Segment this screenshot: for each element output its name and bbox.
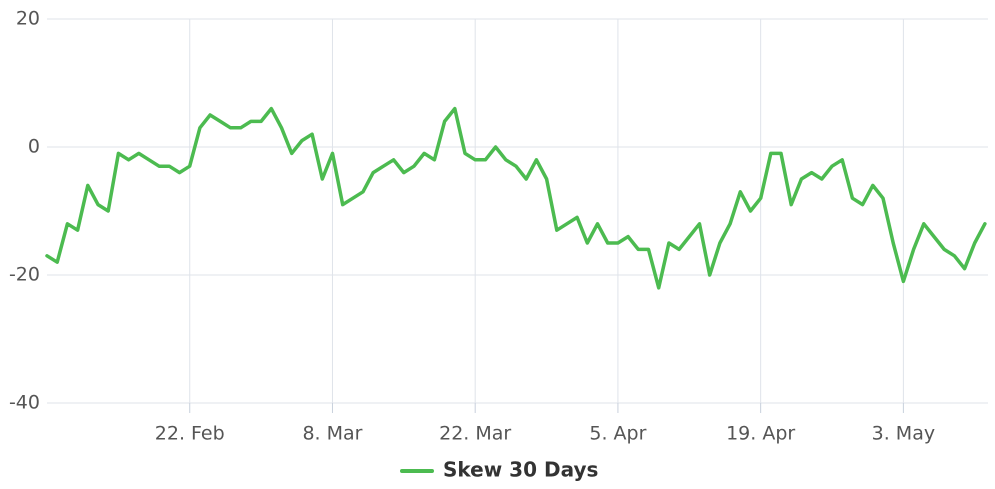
x-tick-label: 19. Apr bbox=[726, 423, 795, 445]
x-tick-label: 8. Mar bbox=[302, 423, 362, 445]
x-tick-label: 22. Feb bbox=[155, 423, 225, 445]
x-tick-label: 22. Mar bbox=[439, 423, 511, 445]
y-tick-label: -40 bbox=[9, 392, 40, 414]
data-line bbox=[45, 106, 987, 290]
legend-label: Skew 30 Days bbox=[443, 458, 598, 482]
x-tick-label: 3. May bbox=[872, 423, 935, 445]
y-tick-label: 0 bbox=[28, 136, 40, 158]
y-tick-label: -20 bbox=[9, 264, 40, 286]
y-tick-label: 20 bbox=[16, 8, 40, 30]
x-tick-label: 5. Apr bbox=[589, 423, 646, 445]
